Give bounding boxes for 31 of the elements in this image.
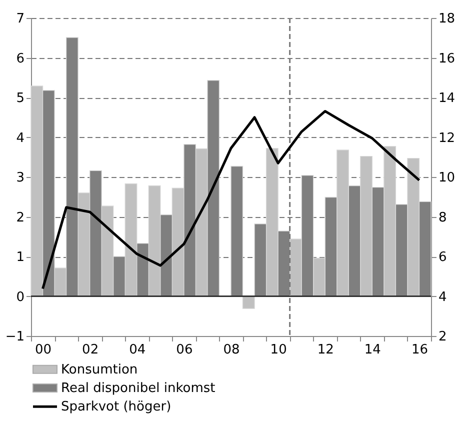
y-tick-label: −1 xyxy=(5,330,24,344)
x-tick-label: 00 xyxy=(34,342,52,358)
y-tick-label: 0 xyxy=(16,290,24,305)
y-tick-label: 4 xyxy=(16,130,24,146)
y2-tick-label: 18 xyxy=(438,12,456,26)
x-tick-label: 08 xyxy=(223,342,240,358)
x-tick-label: 04 xyxy=(129,342,146,358)
legend-label: Real disponibel inkomst xyxy=(61,381,216,396)
x-tick-label: 16 xyxy=(411,342,428,358)
y2-tick-label: 4 xyxy=(438,290,447,305)
line-series xyxy=(42,110,420,290)
x-tick-label: 02 xyxy=(82,342,99,358)
x-tick-label: 06 xyxy=(176,342,193,358)
legend-label: Sparkvot (höger) xyxy=(61,400,172,415)
y2-tick-label: 6 xyxy=(438,250,447,265)
x-tick-label: 10 xyxy=(270,342,287,358)
y2-tick-label: 12 xyxy=(438,130,456,146)
legend-label: Konsumtion xyxy=(61,362,138,378)
y2-tick-label: 14 xyxy=(438,91,456,106)
x-tick-label: 12 xyxy=(317,342,334,358)
y-tick-label: 5 xyxy=(16,91,24,106)
y2-tick-label: 16 xyxy=(438,51,456,66)
x-tick-label: 14 xyxy=(364,342,381,358)
y-tick-label: 6 xyxy=(16,51,24,66)
y-tick-label: 3 xyxy=(16,170,24,186)
y2-tick-label: 8 xyxy=(438,210,447,226)
y-tick-label: 1 xyxy=(16,250,24,265)
y2-tick-label: 2 xyxy=(438,330,447,344)
y-tick-label: 2 xyxy=(16,210,24,226)
y-tick-label: 7 xyxy=(16,12,24,26)
y2-tick-label: 10 xyxy=(438,170,456,186)
